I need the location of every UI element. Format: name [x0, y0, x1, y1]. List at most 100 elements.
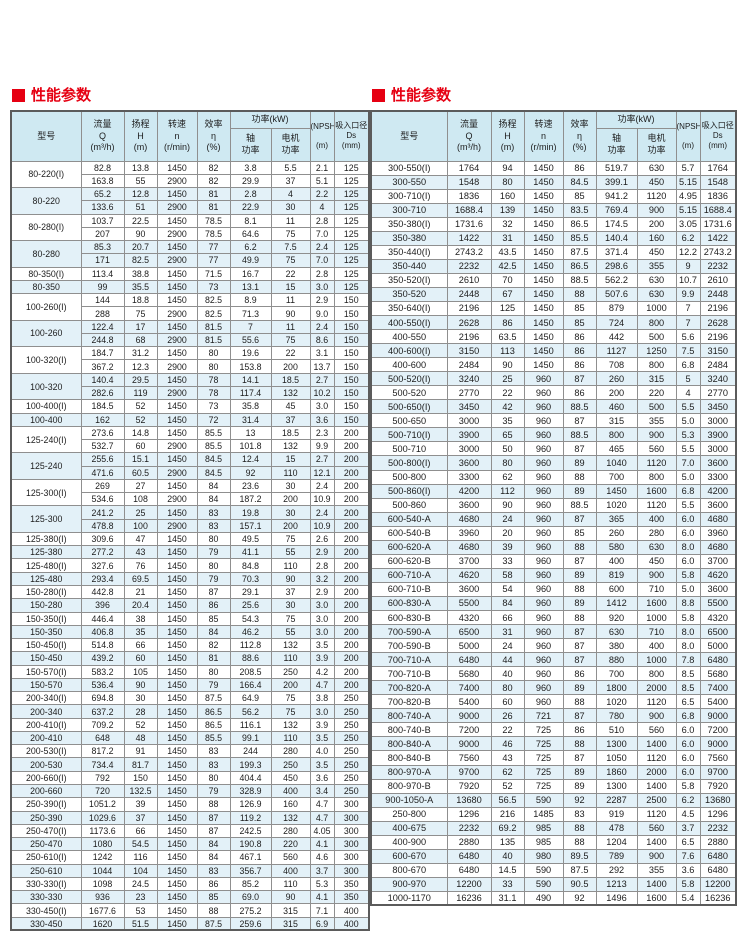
data-cell: 6.0 — [675, 553, 701, 569]
data-cell: 55.6 — [229, 332, 272, 348]
data-cell: 63.5 — [490, 329, 525, 345]
data-cell: 1450 — [156, 399, 198, 414]
model-cell: 800-840-B — [370, 750, 448, 766]
data-cell: 1450 — [523, 357, 564, 373]
data-cell: 150 — [333, 412, 370, 427]
data-cell: 1422 — [699, 230, 737, 246]
data-cell: 87 — [562, 750, 597, 766]
data-cell: 9000 — [699, 708, 737, 724]
model-cell: 200-530(I) — [10, 744, 82, 759]
data-cell: 66 — [123, 638, 158, 653]
data-cell: 125 — [333, 173, 370, 189]
data-cell: 2232 — [699, 258, 737, 274]
data-cell: 583.2 — [80, 664, 125, 679]
data-cell: 7.5 — [270, 240, 311, 255]
data-cell: 1800 — [595, 680, 638, 696]
model-cell: 500-710(I) — [370, 427, 448, 443]
data-cell: 300 — [333, 810, 370, 825]
col-header-flow: 流量 Q (m³/h) — [80, 110, 125, 162]
data-cell: 87 — [562, 638, 597, 654]
table-row: 150-280 396 20.4 1450 86 25.6 30 3.0 200 — [10, 598, 370, 613]
model-cell: 125-300 — [10, 505, 82, 533]
data-cell: 2484 — [699, 357, 737, 373]
data-cell: 29.5 — [123, 372, 158, 388]
data-cell: 1548 — [446, 174, 492, 190]
data-cell: 5400 — [446, 694, 492, 710]
data-cell: 280 — [636, 525, 677, 541]
data-cell: 64.6 — [229, 226, 272, 242]
data-cell: 4.7 — [309, 677, 335, 693]
table-row: 700-590-B 5000 24 960 87 380 400 8.0 5000 — [370, 638, 737, 654]
table-row: 250-470(I) 1173.6 66 1450 87 242.5 280 4.05 300 — [10, 823, 370, 839]
model-cell: 600-710-B — [370, 581, 448, 597]
data-cell: 460 — [595, 399, 638, 415]
data-cell: 200 — [333, 598, 370, 613]
data-cell: 200 — [333, 584, 370, 600]
data-cell: 404.4 — [229, 770, 272, 785]
data-cell: 2880 — [446, 834, 492, 850]
table-row: 80-280 85.3 20.7 1450 77 6.2 7.5 2.4 125 — [10, 240, 370, 268]
data-cell: 90 — [490, 357, 525, 373]
data-cell: 2900 — [156, 306, 198, 321]
data-cell: 84.5 — [562, 174, 597, 190]
data-cell: 3.8 — [229, 160, 272, 175]
data-cell: 200 — [270, 677, 311, 693]
data-cell: 12200 — [699, 876, 737, 892]
data-cell: 10.9 — [309, 492, 335, 507]
model-cell: 350-440(I) — [370, 244, 448, 260]
data-cell: 6.9 — [309, 916, 335, 931]
data-cell: 400 — [636, 638, 677, 654]
model-cell: 150-350 — [10, 624, 82, 640]
data-cell: 3900 — [446, 427, 492, 443]
data-cell: 900 — [636, 708, 677, 724]
data-cell: 1450 — [156, 160, 198, 175]
data-cell: 86.5 — [196, 717, 231, 732]
data-cell: 293.4 — [80, 571, 125, 587]
data-cell: 275.2 — [229, 903, 272, 918]
data-cell: 55 — [123, 173, 158, 189]
data-cell: 90 — [270, 306, 311, 321]
data-cell: 1400 — [636, 778, 677, 794]
data-cell: 562.2 — [595, 272, 638, 288]
data-cell: 67 — [490, 286, 525, 302]
data-cell: 101.8 — [229, 439, 272, 454]
data-cell: 37 — [270, 584, 311, 600]
data-cell: 3.9 — [309, 717, 335, 732]
data-cell: 71.3 — [229, 306, 272, 321]
data-cell: 960 — [523, 652, 564, 668]
data-cell: 83 — [196, 757, 231, 772]
data-cell: 51 — [123, 200, 158, 215]
model-cell: 600-620-B — [370, 553, 448, 569]
data-cell: 5.1 — [309, 173, 335, 189]
data-cell: 300 — [333, 837, 370, 852]
data-cell: 50 — [490, 441, 525, 457]
data-cell: 3.1 — [309, 346, 335, 361]
data-cell: 4620 — [446, 567, 492, 583]
data-cell: 250 — [333, 783, 370, 799]
data-cell: 116 — [123, 850, 158, 865]
table-row: 600-830-A 5500 84 960 89 1412 1600 8.8 5500 — [370, 595, 737, 612]
table-row: 150-350(I) 446.4 38 1450 85 54.3 75 3.0 200 — [10, 611, 370, 626]
data-cell: 3.8 — [309, 691, 335, 706]
data-cell: 960 — [523, 525, 564, 541]
data-cell: 7 — [675, 315, 701, 331]
model-cell: 250-800 — [370, 806, 448, 822]
model-cell: 125-480(I) — [10, 558, 82, 573]
data-cell: 519.7 — [595, 160, 638, 176]
data-cell: 3.05 — [675, 216, 701, 232]
data-cell: 4620 — [699, 567, 737, 583]
data-cell: 960 — [523, 609, 564, 626]
data-cell: 87 — [562, 511, 597, 527]
data-cell: 2.8 — [309, 213, 335, 228]
table-row: 350-380(I) 1731.6 32 1450 86.5 174.5 200 3.05 17… — [370, 216, 737, 232]
model-cell: 350-520(I) — [370, 272, 448, 288]
data-cell: 113 — [490, 343, 525, 359]
data-cell: 84 — [490, 595, 525, 612]
model-cell: 125-480 — [10, 571, 82, 587]
data-cell: 1044 — [80, 863, 125, 878]
data-cell: 83 — [196, 744, 231, 759]
model-cell: 500-650 — [370, 413, 448, 429]
data-cell: 1836 — [446, 188, 492, 204]
data-cell: 43 — [490, 750, 525, 766]
data-cell: 70 — [490, 272, 525, 288]
